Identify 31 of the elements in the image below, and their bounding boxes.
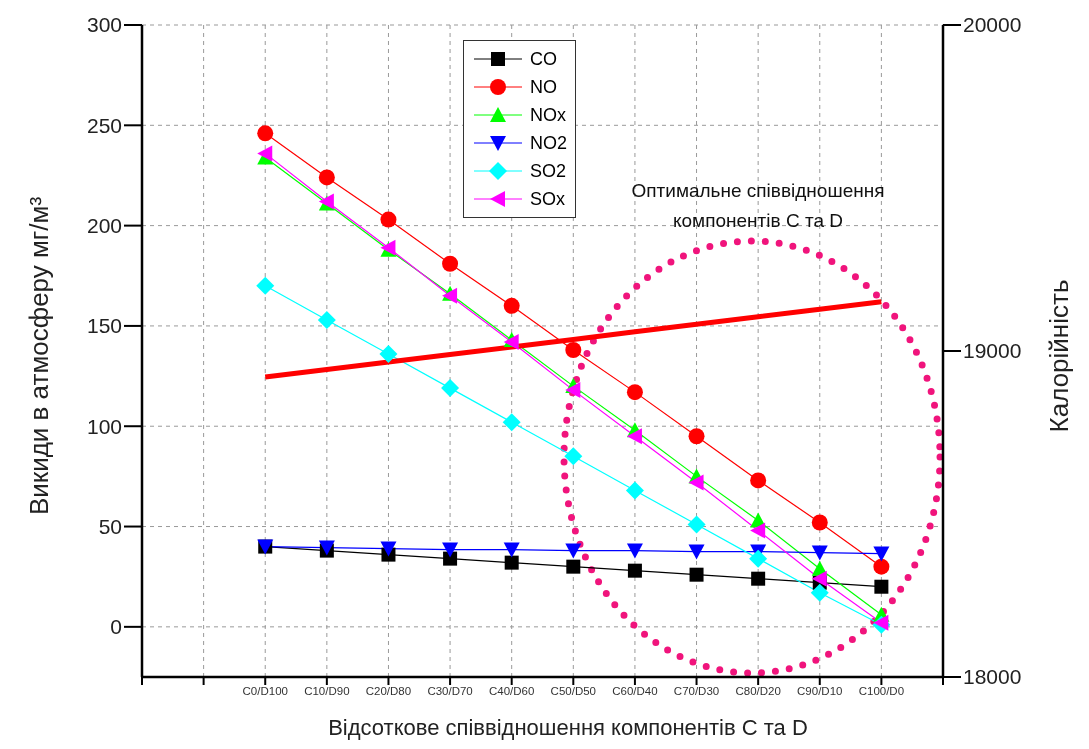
legend-label: NOx — [530, 104, 566, 126]
x-tick-label: C30/D70 — [427, 685, 473, 698]
y-tick-label: 150 — [86, 314, 122, 338]
y2-tick-label: 20000 — [963, 13, 1022, 37]
x-tick-label: C100/D0 — [858, 685, 905, 698]
y-tick-label: 50 — [98, 514, 122, 538]
y-tick-label: 200 — [86, 214, 122, 238]
annotation: Оптимальне співвідношення компонентів С та D — [630, 179, 886, 233]
legend-label: CO — [530, 48, 557, 70]
y-tick-label: 300 — [86, 13, 122, 37]
y2-tick-label: 19000 — [963, 339, 1022, 363]
legend-label: SOx — [530, 188, 566, 210]
y2-axis-title: Калорійність — [1044, 279, 1074, 433]
y-tick-label: 250 — [86, 113, 122, 137]
x-tick-label: C90/D10 — [797, 685, 843, 698]
y-tick-label: 0 — [110, 615, 122, 639]
x-tick-label: C50/D50 — [550, 685, 596, 698]
legend-label: NO — [530, 76, 557, 98]
x-tick-label: C10/D90 — [304, 685, 350, 698]
x-axis-title: Відсоткове співвідношення компонентів С та D — [328, 715, 808, 740]
x-tick-label: C40/D60 — [489, 685, 535, 698]
legend-label: NO2 — [530, 132, 568, 154]
x-tick-label: C0/D100 — [242, 685, 288, 698]
x-tick-label: C20/D80 — [365, 685, 412, 698]
y-axis-title: Викиди в атмосферу мг/м³ — [24, 196, 54, 516]
x-tick-label: C80/D20 — [735, 685, 781, 698]
y2-tick-label: 18000 — [963, 665, 1022, 689]
y-tick-label: 100 — [86, 414, 122, 438]
x-tick-label: C60/D40 — [612, 685, 658, 698]
x-tick-label: C70/D30 — [673, 685, 720, 698]
legend-label: SO2 — [530, 160, 567, 182]
